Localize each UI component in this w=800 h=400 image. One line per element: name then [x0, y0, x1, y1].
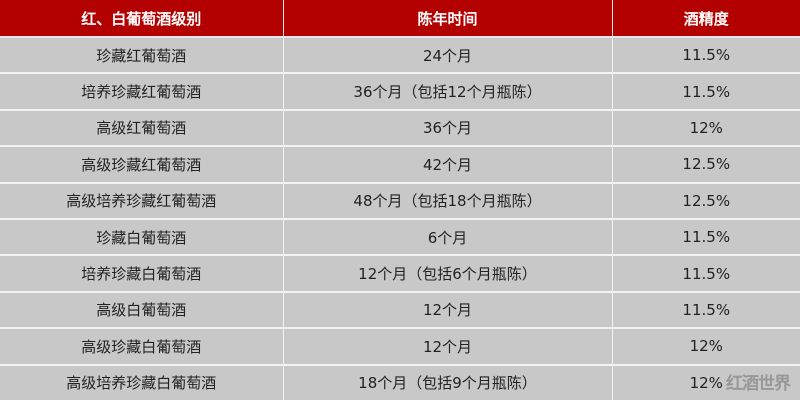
- table-row: 高级培养珍藏白葡萄酒 18个月（包括9个月瓶陈） 12%: [0, 364, 800, 400]
- cell-grade: 高级珍藏红葡萄酒: [0, 146, 284, 184]
- cell-alcohol: 12%: [612, 364, 800, 400]
- cell-alcohol: 12.5%: [612, 146, 800, 184]
- cell-grade: 高级珍藏白葡萄酒: [0, 328, 284, 366]
- cell-grade: 珍藏白葡萄酒: [0, 218, 284, 257]
- table-row: 珍藏白葡萄酒 6个月 11.5%: [0, 218, 800, 257]
- cell-grade: 高级白葡萄酒: [0, 291, 284, 330]
- cell-aging: 12个月: [283, 328, 613, 366]
- cell-grade: 高级红葡萄酒: [0, 109, 284, 148]
- cell-alcohol: 12%: [612, 109, 800, 148]
- cell-alcohol: 11.5%: [612, 37, 800, 75]
- table-row: 高级红葡萄酒 36个月 12%: [0, 109, 800, 148]
- cell-aging: 18个月（包括9个月瓶陈）: [283, 364, 613, 400]
- cell-aging: 48个月（包括18个月瓶陈）: [283, 182, 613, 220]
- cell-alcohol: 11.5%: [612, 291, 800, 330]
- cell-aging: 36个月（包括12个月瓶陈）: [283, 73, 613, 111]
- watermark-logo: 红酒世界: [726, 374, 791, 394]
- cell-aging: 36个月: [283, 109, 613, 148]
- cell-aging: 24个月: [283, 37, 613, 75]
- table-row: 培养珍藏白葡萄酒 12个月（包括6个月瓶陈） 11.5%: [0, 255, 800, 293]
- cell-aging: 12个月: [283, 291, 613, 330]
- cell-alcohol: 12.5%: [612, 182, 800, 220]
- cell-grade: 培养珍藏白葡萄酒: [0, 255, 284, 293]
- header-grade: 红、白葡萄酒级别: [0, 0, 284, 38]
- cell-alcohol: 12%: [612, 328, 800, 366]
- cell-aging: 12个月（包括6个月瓶陈）: [283, 255, 613, 293]
- cell-alcohol: 11.5%: [612, 255, 800, 293]
- table-row: 高级珍藏白葡萄酒 12个月 12%: [0, 328, 800, 366]
- cell-alcohol: 11.5%: [612, 218, 800, 257]
- cell-aging: 42个月: [283, 146, 613, 184]
- table-row: 高级珍藏红葡萄酒 42个月 12.5%: [0, 146, 800, 184]
- table-row: 培养珍藏红葡萄酒 36个月（包括12个月瓶陈） 11.5%: [0, 73, 800, 111]
- header-aging: 陈年时间: [283, 0, 613, 38]
- header-alcohol: 酒精度: [612, 0, 800, 38]
- cell-alcohol: 11.5%: [612, 73, 800, 111]
- header-row: 红、白葡萄酒级别 陈年时间 酒精度: [0, 0, 800, 38]
- cell-grade: 培养珍藏红葡萄酒: [0, 73, 284, 111]
- table-row: 高级白葡萄酒 12个月 11.5%: [0, 291, 800, 330]
- cell-grade: 高级培养珍藏红葡萄酒: [0, 182, 284, 220]
- cell-aging: 6个月: [283, 218, 613, 257]
- table-row: 珍藏红葡萄酒 24个月 11.5%: [0, 37, 800, 75]
- cell-grade: 高级培养珍藏白葡萄酒: [0, 364, 284, 400]
- cell-grade: 珍藏红葡萄酒: [0, 37, 284, 75]
- table-row: 高级培养珍藏红葡萄酒 48个月（包括18个月瓶陈） 12.5%: [0, 182, 800, 220]
